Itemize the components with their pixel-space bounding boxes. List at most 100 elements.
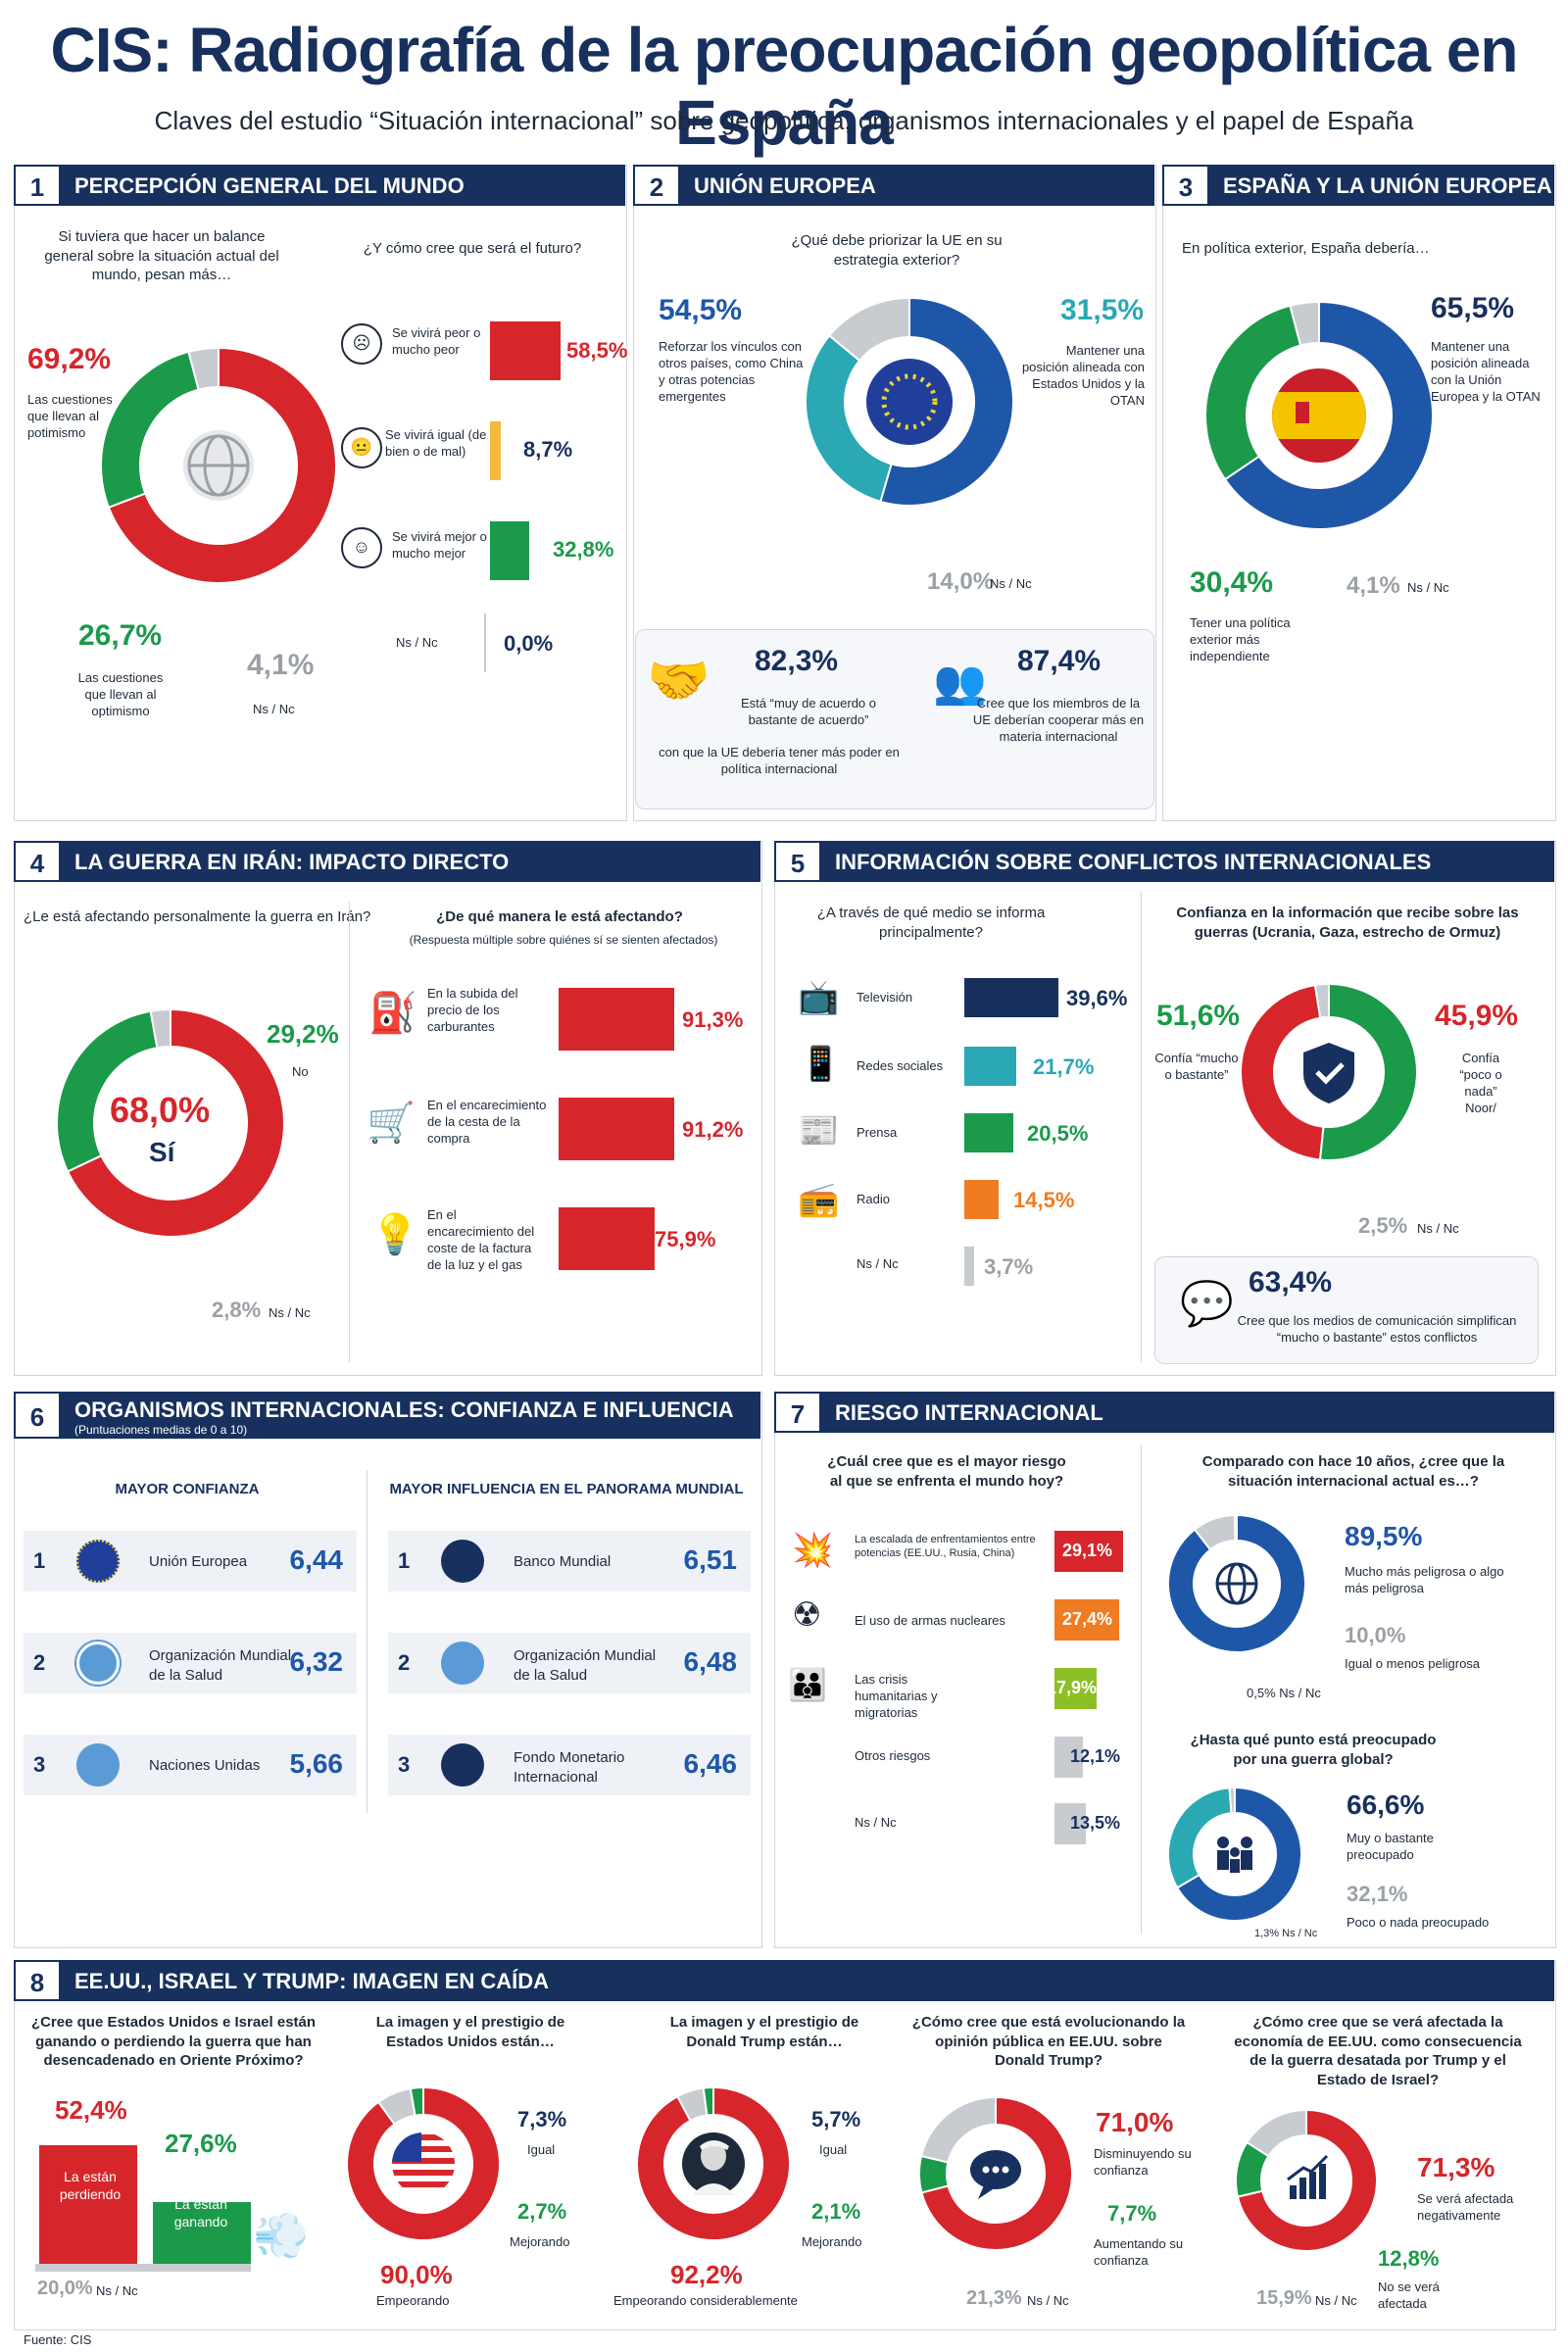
s7-peligro-slice [1167,1513,1306,1653]
s3-b-value: 30,4% [1190,566,1274,599]
org-score: 6,46 [683,1748,738,1779]
s7-humanitarian-bar [1054,1668,1098,1709]
s7-danger-more-value: 89,5% [1345,1521,1423,1551]
people-group-icon: 👥 [933,659,987,707]
s1-future-nsnc-value: 0,0% [504,631,554,656]
s7-escalation-value: 29,1% [1062,1541,1113,1560]
s7-war-nsnc: 1,3% Ns / Nc [1254,1927,1317,1940]
s8-opinion-nsnc-label: Ns / Nc [1027,2293,1069,2308]
s5-radio-value: 14,5% [1013,1188,1075,1212]
s5-callout-box [1154,1256,1539,1364]
light-bulb-icon: 💡 [370,1213,419,1256]
s3-a-label: Mantener una posición alineada con la Un… [1431,339,1541,404]
s1-question-future: ¿Y cómo cree que será el futuro? [363,240,582,257]
s2-d-label: Cree que los miembros de la UE deberían … [972,696,1145,744]
s5-confianza-slice [1313,982,1330,1019]
s5-press-bar [964,1113,1013,1152]
s4-fuel-value: 91,3% [682,1007,744,1032]
s5-nsnc-bar [964,1247,974,1286]
s8-opinion-slice [919,2095,997,2164]
handshake-icon: 🤝 [647,653,710,710]
s1-pessimism-label: Las cuestiones que llevan al potimismo [27,392,113,440]
happy-face-icon: ☺ [341,527,382,568]
section-6-header: 6 ORGANISMOS INTERNACIONALES: CONFIANZA … [14,1392,760,1439]
s1-future-nsnc-label: Ns / Nc [396,635,438,650]
s6-influence-row: 2 Organización Mundial de la Salud 6,48 [388,1633,751,1693]
who-icon [76,1642,120,1685]
s3-b-label: Tener una política exterior más independ… [1190,615,1291,663]
s3-espana-slice [1204,304,1302,481]
explosion-icon: 💥 [792,1532,834,1569]
s6-influence-row: 1 Banco Mundial 6,51 [388,1531,751,1592]
neutral-face-icon: 😐 [341,427,382,468]
org-name: Fondo Monetario Internacional [514,1749,625,1786]
s2-donut-chart [805,296,1014,507]
s4-bill-value: 75,9% [655,1227,716,1251]
fuel-pump-icon: ⛽ [368,992,417,1035]
org-name: Organización Mundial de la Salud [149,1647,292,1684]
section-title: ORGANISMOS INTERNACIONALES: CONFIANZA E … [74,1397,734,1422]
globe-icon [1215,1562,1258,1605]
s2-c-value: 82,3% [755,645,839,677]
s5-simplify-value: 63,4% [1249,1266,1333,1298]
s8-war-nsnc-label: Ns / Nc [96,2283,138,2298]
s4-nsnc-label: Ns / Nc [269,1305,311,1320]
s5-confianza-slice [1318,982,1418,1161]
s8-economia-slice [1236,2108,1378,2252]
s8-usa-slice [346,2085,501,2241]
who-icon [441,1642,484,1685]
s4-si-label: Sí [149,1137,175,1167]
s2-ue-slice [879,296,1014,507]
imf-icon [441,1743,484,1787]
s6-col-trust-heading: MAYOR CONFIANZA [115,1481,260,1497]
s5-social-label: Redes sociales [857,1058,944,1073]
section-title: INFORMACIÓN SOBRE CONFLICTOS INTERNACION… [835,850,1432,874]
section-7-panel [774,1392,1556,1948]
s2-a-label: Reforzar los vínculos con otros países, … [659,339,804,404]
s7-war-donut-chart [1167,1786,1302,1922]
org-name: Banco Mundial [514,1553,612,1570]
s7-danger-less-value: 10,0% [1345,1623,1406,1647]
s8-question-war: ¿Cree que Estados Unidos e Israel están … [30,2014,317,2069]
s5-trust-label: Confía “mucho o bastante” [1154,1051,1239,1082]
s4-no-label: No [292,1064,309,1079]
s7-danger-nsnc-value: 0,5% [1247,1686,1276,1700]
s5-tv-label: Televisión [857,990,913,1004]
s5-trust-value: 51,6% [1156,1000,1241,1032]
s2-a-value: 54,5% [659,294,743,326]
radio-icon: 📻 [798,1181,840,1218]
s5-divider [1141,892,1142,1362]
s2-c-label1: Está “muy de acuerdo o bastante de acuer… [740,696,877,727]
s2-callout-box [635,629,1154,809]
s6-trust-row: 2 Organización Mundial de la Salud 6,32 [24,1633,357,1693]
s8-usa-donut-chart [346,2085,501,2241]
section-number: 5 [774,841,821,882]
eu-flag-icon [866,359,953,445]
eu-flag-icon [76,1540,120,1583]
rank-number: 3 [33,1752,46,1777]
s6-trust-row: 3 Naciones Unidas 5,66 [24,1735,357,1795]
speech-bubble-icon [970,2150,1021,2199]
s2-ue-slice [827,296,910,363]
s8-win-value: 27,6% [165,2129,237,2158]
un-icon [76,1743,120,1787]
s1-pessimism-value: 69,2% [27,343,112,375]
s7-divider [1141,1445,1142,1935]
s4-question-personal: ¿Le está afectando personalmente la guer… [24,908,371,925]
s8-lose-value: 52,4% [55,2095,127,2125]
s4-si-value: 68,0% [110,1090,211,1130]
rank-number: 1 [33,1548,46,1573]
s7-other-label: Otros riesgos [855,1748,931,1763]
s8-trump-better-value: 2,1% [811,2199,861,2224]
s7-guerra-slice [1175,1786,1302,1922]
s5-confianza-slice [1240,983,1325,1161]
s2-question: ¿Qué debe priorizar la UE en su estrateg… [791,232,1003,269]
smartphone-icon: 📱 [800,1046,842,1083]
s4-cart-bar [559,1098,674,1160]
s4-iran-slice [149,1007,172,1050]
s8-trump-slice [636,2085,791,2241]
s4-no-value: 29,2% [267,1019,339,1049]
s8-trump-slice [702,2085,714,2117]
s5-tv-bar [964,978,1058,1017]
s5-radio-label: Radio [857,1192,890,1206]
